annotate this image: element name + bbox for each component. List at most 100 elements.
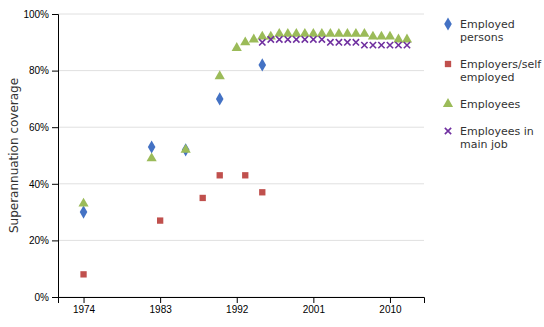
point <box>249 34 259 43</box>
tick-label: 40% <box>29 179 49 190</box>
tick: 0% <box>35 292 58 303</box>
tick-label: 100% <box>23 9 49 20</box>
tick: 1974 <box>73 297 96 315</box>
point <box>200 195 206 201</box>
y-axis: 0% 20% 40% 60% 80% 100% <box>23 9 58 303</box>
point <box>385 31 395 40</box>
point <box>148 140 156 153</box>
point <box>378 42 384 48</box>
point <box>147 152 157 161</box>
point <box>319 36 325 42</box>
point <box>216 92 224 105</box>
series <box>80 172 265 277</box>
series <box>259 36 410 48</box>
tick: 1992 <box>226 297 249 315</box>
tick-label: 1983 <box>150 304 173 315</box>
point <box>257 31 267 40</box>
point <box>395 42 401 48</box>
tick-mark <box>52 240 58 241</box>
point <box>402 34 412 43</box>
tick-label: 1974 <box>73 304 96 315</box>
point <box>80 271 86 277</box>
grid-line <box>58 14 424 15</box>
point <box>217 172 223 178</box>
axis-line <box>52 15 59 298</box>
tick-mark <box>84 297 85 303</box>
legend-symbol <box>443 98 453 107</box>
point <box>370 42 376 48</box>
tick-mark <box>52 71 58 72</box>
legend-symbol <box>445 61 451 67</box>
point <box>240 36 250 45</box>
tick: 20% <box>29 235 58 246</box>
tick-mark <box>160 297 161 303</box>
point <box>274 28 284 37</box>
tick: 60% <box>29 122 58 133</box>
point <box>359 28 369 37</box>
point <box>181 144 191 153</box>
legend-item: Employees inmain job <box>445 125 534 151</box>
grid <box>58 14 424 297</box>
point <box>300 28 310 37</box>
plot-area: 1974 1983 1992 2001 2010 0% 20% 40% 60% 80% 100% <box>23 9 424 315</box>
legend-label: Employedpersons <box>460 18 515 44</box>
point <box>336 39 342 45</box>
grid-line <box>58 183 424 184</box>
legend-item: Employers/selfemployed <box>445 58 542 84</box>
point <box>368 31 378 40</box>
tick: 2001 <box>303 297 326 315</box>
point <box>80 206 88 219</box>
tick-mark <box>390 297 391 303</box>
point <box>291 28 301 37</box>
legend-label: Employers/selfemployed <box>460 58 542 84</box>
point <box>361 42 367 48</box>
point <box>78 198 88 207</box>
point <box>317 28 327 37</box>
tick-label: 2010 <box>379 304 402 315</box>
point <box>268 36 274 42</box>
point <box>342 28 352 37</box>
point <box>353 39 359 45</box>
tick: 2010 <box>379 297 402 315</box>
point <box>293 36 299 42</box>
tick-mark <box>313 297 314 303</box>
tick-label: 80% <box>29 65 49 76</box>
tick: 1983 <box>150 297 173 315</box>
legend-label: Employees <box>460 98 520 111</box>
y-axis-title: Superannuation coverage <box>7 78 21 233</box>
legend-symbol <box>444 17 452 30</box>
point <box>404 42 410 48</box>
tick-mark <box>52 184 58 185</box>
tick-label: 60% <box>29 122 49 133</box>
point <box>232 42 242 51</box>
point <box>327 39 333 45</box>
legend-item: Employees <box>443 98 521 111</box>
tick-label: 0% <box>35 292 50 303</box>
point <box>325 28 335 37</box>
point <box>387 42 393 48</box>
tick-label: 20% <box>29 235 49 246</box>
point <box>310 36 316 42</box>
grid-line <box>58 240 424 241</box>
point <box>215 70 225 79</box>
chart: 1974 1983 1992 2001 2010 0% 20% 40% 60% 80% 100% Su… <box>0 0 544 327</box>
axis-line <box>59 298 425 304</box>
legend-item: Employedpersons <box>444 17 515 44</box>
point <box>259 189 265 195</box>
point <box>334 28 344 37</box>
tick-mark <box>52 127 58 128</box>
point <box>376 31 386 40</box>
point <box>351 28 361 37</box>
tick-mark <box>52 297 58 298</box>
marks <box>78 28 412 278</box>
tick-mark <box>237 297 238 303</box>
point <box>393 34 403 43</box>
grid-line <box>58 70 424 71</box>
x-axis: 1974 1983 1992 2001 2010 <box>59 297 425 315</box>
point <box>258 58 266 71</box>
point <box>344 39 350 45</box>
point <box>302 36 308 42</box>
tick: 80% <box>29 65 58 76</box>
grid-line <box>58 127 424 128</box>
tick: 40% <box>29 179 58 190</box>
